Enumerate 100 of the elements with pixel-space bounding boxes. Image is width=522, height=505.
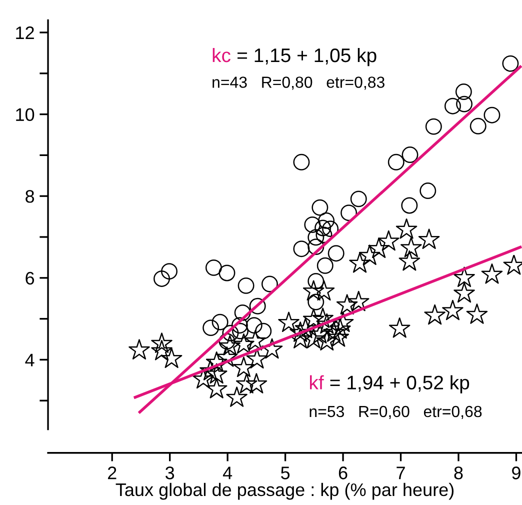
point [222,324,239,342]
point [202,320,220,336]
point [328,245,344,262]
point [378,230,400,251]
x-tick-label: 2 [108,466,116,480]
point [388,317,410,338]
annotation: n=53 R=0,60 etr=0,68 [310,406,482,420]
point [246,373,268,394]
point [349,252,370,273]
point [316,330,338,350]
annotation: kf = 1,94 + 0,52 kp [310,375,470,394]
point [312,308,334,328]
point [255,322,272,340]
point [418,228,440,250]
point [302,308,324,329]
point [316,313,338,334]
point [425,118,442,135]
point [233,356,254,378]
point [246,348,268,368]
point [402,146,418,164]
point [308,238,324,256]
point [348,290,370,312]
point [309,323,331,344]
point [502,55,519,72]
point [466,304,488,324]
point [308,272,324,290]
point [323,322,344,342]
point [151,332,172,353]
point [226,386,248,407]
x-tick-label: 5 [281,466,290,480]
point [160,348,182,368]
point [206,351,228,372]
point [293,240,310,258]
point [261,338,283,359]
point [400,236,422,258]
y-tick-label: 10 [16,108,34,121]
point [233,333,254,354]
annotation: kc = 1,15 + 1,05 kp [212,48,376,66]
point [484,106,500,124]
x-tick-label: 9 [512,466,520,480]
point [401,197,418,214]
point [444,98,461,114]
point [293,154,310,170]
x-tick-label: 8 [454,466,463,480]
x-axis-title: Taux global de passage : kp (% par heure) [116,482,454,500]
point [216,346,238,367]
point [236,373,258,394]
point [246,317,262,334]
point [244,330,266,350]
point [481,263,503,284]
point [218,264,236,282]
point [206,378,228,398]
point [350,190,367,208]
point [151,340,172,360]
point [312,199,328,216]
point [313,280,335,301]
y-tick-label: 12 [16,26,34,40]
point [388,154,404,170]
point [294,318,316,338]
point [192,368,214,388]
point [314,220,332,236]
x-tick-label: 6 [338,466,348,480]
point [396,218,418,239]
point [154,270,170,287]
point [328,326,350,347]
y-tick-label: 4 [25,354,34,366]
y-tick-label: 8 [26,190,34,203]
point [424,304,446,325]
x-tick-label: 7 [396,466,405,480]
point [455,84,472,100]
point [330,318,351,339]
point [232,322,248,340]
point [454,282,475,303]
point [420,182,436,200]
point [456,96,472,112]
point [238,277,254,294]
point [278,312,300,332]
point [205,259,222,276]
point [470,118,486,134]
point [231,317,248,334]
x-tick-label: 3 [166,466,174,480]
point [316,257,334,274]
point [161,263,178,280]
point [368,238,390,258]
point [249,298,266,314]
x-tick-label: 4 [222,466,232,480]
point [454,266,475,288]
point [336,294,358,314]
point [398,250,420,271]
point [308,229,324,246]
point [302,328,324,348]
point [304,216,321,233]
point [219,335,241,356]
point [318,212,335,229]
annotation: n=43 R=0,80 etr=0,83 [212,76,384,90]
point [128,339,150,360]
point [212,314,228,330]
point [290,322,311,342]
point [200,360,221,380]
y-tick-label: 6 [26,272,34,285]
